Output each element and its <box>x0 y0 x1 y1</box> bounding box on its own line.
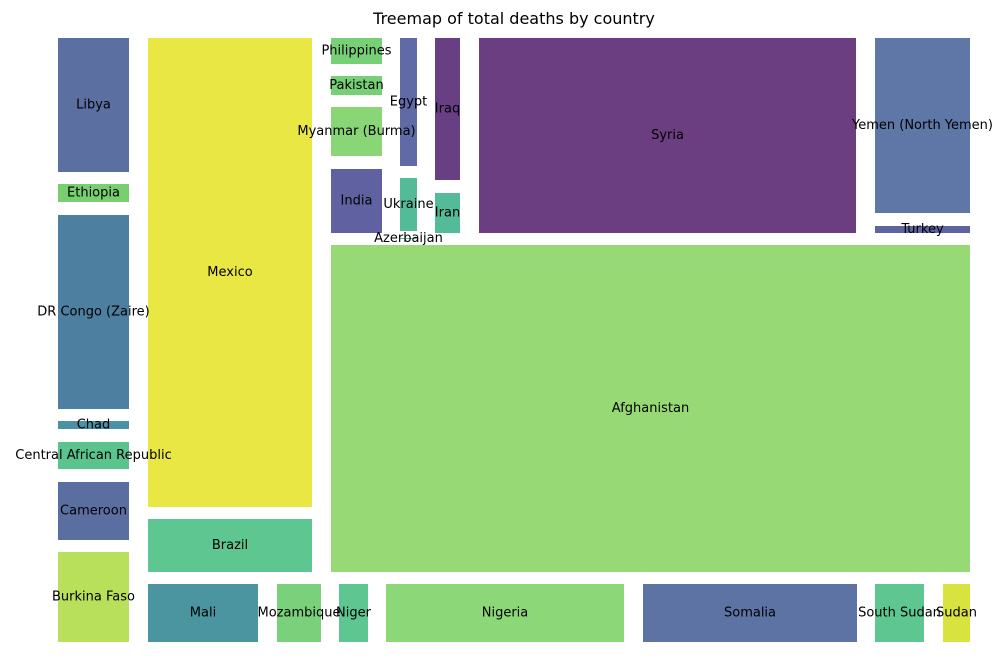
tile-somalia <box>643 584 857 642</box>
tile-label-yemen-north-yemen: Yemen (North Yemen) <box>851 118 993 133</box>
tile-label-ethiopia: Ethiopia <box>67 186 120 201</box>
tile-label-afghanistan: Afghanistan <box>612 401 689 416</box>
tile-mali <box>148 584 258 642</box>
tile-label-azerbaijan: Azerbaijan <box>374 231 443 246</box>
tile-dr-congo-zaire <box>58 215 129 409</box>
tile-burkina-faso <box>58 552 129 642</box>
tile-label-brazil: Brazil <box>212 538 248 553</box>
treemap-labels: Libya Ethiopia DR Congo (Zaire) Chad Central… <box>15 44 993 621</box>
tile-label-mali: Mali <box>190 606 216 621</box>
tile-south-sudan <box>875 584 924 642</box>
treemap-tiles <box>58 38 970 642</box>
tile-mexico <box>148 38 312 507</box>
tile-label-iraq: Iraq <box>435 102 460 117</box>
tile-iraq <box>435 38 460 180</box>
tile-cameroon <box>58 482 129 540</box>
tile-label-turkey: Turkey <box>900 222 944 237</box>
tile-afghanistan <box>331 245 970 572</box>
tile-libya <box>58 38 129 172</box>
tile-chad <box>58 421 129 429</box>
tile-egypt <box>400 38 417 166</box>
tile-label-ukraine: Ukraine <box>383 197 433 212</box>
tile-india <box>331 169 382 233</box>
tile-label-iran: Iran <box>435 206 460 221</box>
tile-nigeria <box>386 584 624 642</box>
tile-label-niger: Niger <box>336 606 372 621</box>
tile-label-nigeria: Nigeria <box>482 606 529 621</box>
tile-label-pakistan: Pakistan <box>329 78 383 93</box>
tile-niger <box>339 584 368 642</box>
tile-mozambique <box>277 584 321 642</box>
tile-label-somalia: Somalia <box>724 606 776 621</box>
tile-label-egypt: Egypt <box>390 95 428 110</box>
tile-pakistan <box>331 76 382 95</box>
tile-label-sudan: Sudan <box>936 606 977 621</box>
tile-ukraine <box>400 178 417 231</box>
tile-iran <box>435 193 460 233</box>
tile-label-india: India <box>341 194 373 209</box>
tile-central-african-republic <box>58 442 129 469</box>
tile-label-chad: Chad <box>77 418 111 433</box>
tile-label-south-sudan: South Sudan <box>858 606 941 621</box>
chart-title: Treemap of total deaths by country <box>372 9 655 28</box>
tile-label-mozambique: Mozambique <box>258 606 341 621</box>
tile-label-syria: Syria <box>651 128 684 143</box>
tile-label-dr-congo-zaire: DR Congo (Zaire) <box>37 305 149 320</box>
tile-label-myanmar-burma: Myanmar (Burma) <box>297 124 415 139</box>
tile-label-philippines: Philippines <box>321 44 391 59</box>
tile-ethiopia <box>58 184 129 202</box>
tile-syria <box>479 38 856 233</box>
tile-turkey <box>875 226 970 233</box>
tile-label-libya: Libya <box>76 98 111 113</box>
tile-yemen-north-yemen <box>875 38 970 213</box>
tile-label-mexico: Mexico <box>207 265 252 280</box>
tile-myanmar-burma <box>331 107 382 156</box>
tile-azerbaijan <box>400 238 417 239</box>
tile-label-cameroon: Cameroon <box>60 504 127 519</box>
tile-sudan <box>943 584 970 642</box>
tile-brazil <box>148 519 312 572</box>
tile-label-central-african-republic: Central African Republic <box>15 448 171 463</box>
tile-philippines <box>331 38 382 64</box>
tile-label-burkina-faso: Burkina Faso <box>52 590 135 605</box>
